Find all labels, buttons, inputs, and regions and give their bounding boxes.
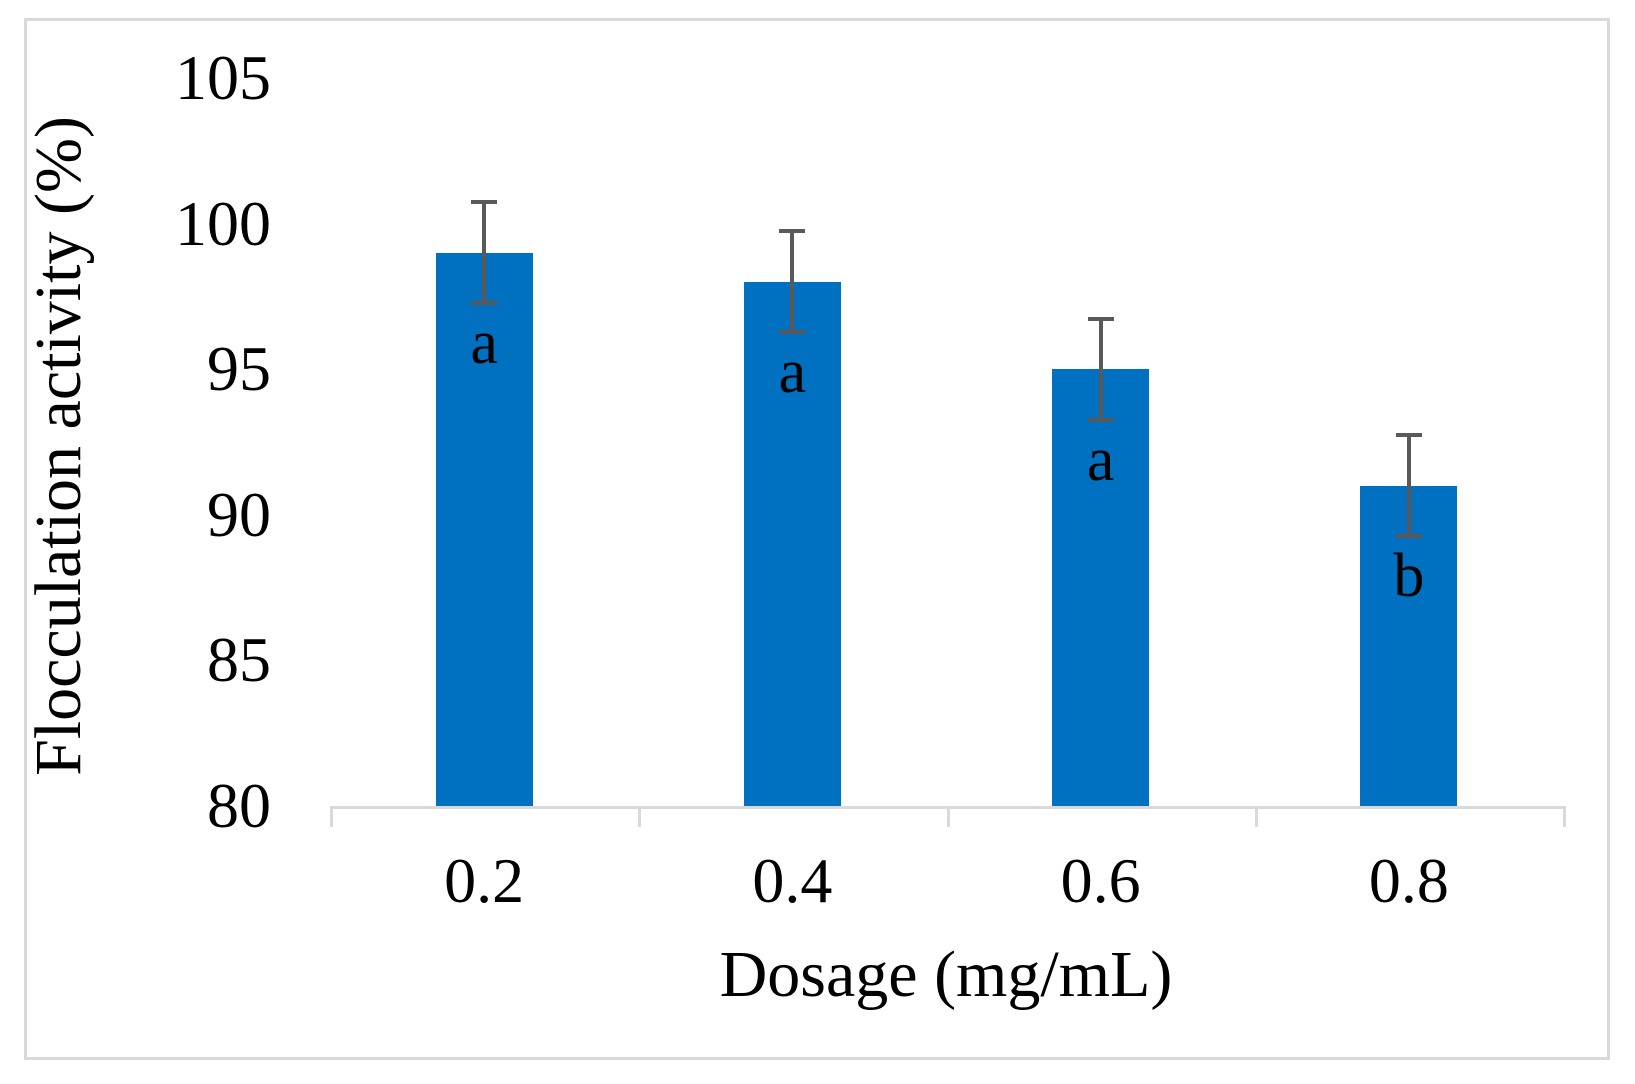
x-axis-tick: [1563, 806, 1566, 827]
error-bar-stem: [1406, 433, 1411, 539]
x-axis-title: Dosage (mg/mL): [719, 938, 1173, 1011]
x-axis-tick: [638, 806, 642, 827]
x-axis-tick: [1254, 806, 1258, 827]
error-bar-stem: [790, 229, 795, 335]
error-bar-cap-bottom: [779, 330, 806, 335]
error-bar-cap-top: [779, 229, 806, 234]
y-tick-label: 105: [175, 42, 271, 113]
y-tick-label: 90: [207, 478, 271, 550]
y-tick-label: 85: [207, 624, 271, 696]
error-bar-cap-bottom: [1087, 417, 1114, 422]
error-bar-stem: [1098, 316, 1103, 422]
y-tick-label: 100: [175, 187, 271, 259]
x-axis-tick: [946, 806, 950, 827]
plot-area: 80 85 90 95 100 105 a 0.2 a 0.4 a 0.6 b 0.8: [27, 21, 1607, 1057]
x-tick-label: 0.8: [1368, 845, 1449, 916]
error-bar-stem: [482, 200, 487, 306]
error-bar-cap-top: [471, 200, 498, 205]
bar-0.6: [1052, 369, 1150, 806]
x-tick-label: 0.2: [444, 845, 525, 916]
x-tick-label: 0.6: [1060, 845, 1141, 916]
chart-figure: 80 85 90 95 100 105 a 0.2 a 0.4 a 0.6 b 0.8 Flocculat…: [22, 18, 1610, 1060]
significance-label: a: [470, 309, 498, 378]
significance-label: b: [1393, 542, 1425, 611]
bar-0.8: [1360, 485, 1458, 806]
y-axis-title: Flocculation activity (%): [22, 116, 95, 776]
significance-label: a: [778, 338, 807, 407]
error-bar-cap-bottom: [1395, 534, 1422, 539]
error-bar-cap-top: [1087, 316, 1114, 321]
x-axis-tick: [330, 806, 333, 827]
x-tick-label: 0.4: [752, 845, 833, 916]
error-bar-cap-top: [1395, 433, 1422, 438]
error-bar-cap-bottom: [471, 301, 498, 306]
significance-label: a: [1086, 425, 1115, 494]
bar-0.4: [743, 281, 841, 806]
y-tick-label: 80: [207, 770, 271, 841]
bar-0.2: [435, 252, 533, 806]
y-tick-label: 95: [207, 333, 271, 405]
